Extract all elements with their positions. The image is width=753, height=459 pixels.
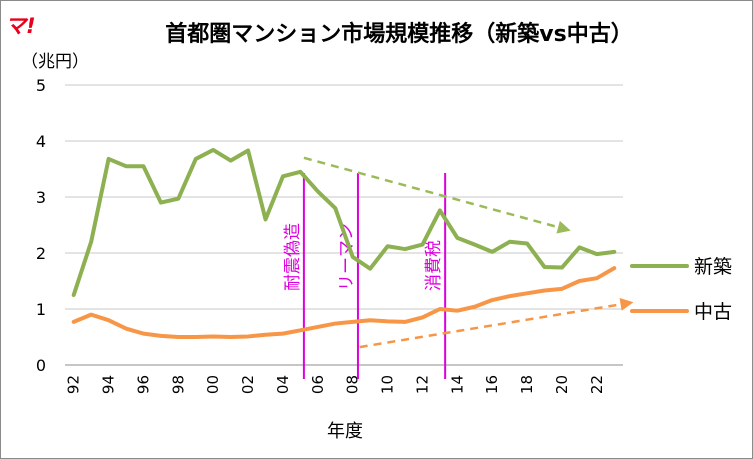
y-tick-label: 2: [36, 244, 46, 263]
trend-arrow-head: [556, 220, 571, 234]
event-label: リーマン: [337, 223, 357, 291]
x-tick-label: 94: [100, 375, 118, 394]
x-tick-label: 10: [379, 375, 397, 394]
event-label: 耐震偽造: [283, 223, 303, 291]
x-tick-label: 04: [274, 375, 292, 394]
y-tick-labels: 0 1 2 3 4 5: [36, 76, 46, 375]
y-tick-label: 1: [36, 300, 46, 319]
y-tick-label: 0: [36, 356, 46, 375]
trend-arrow-line: [303, 156, 572, 232]
x-tick-label: 08: [344, 375, 362, 394]
x-tick-label: 02: [239, 375, 257, 394]
legend-label: 中古: [694, 301, 732, 323]
series-line: [71, 266, 617, 339]
trend-arrows: [303, 156, 634, 349]
chart-title: 首都圏マンション市場規模推移（新築vs中古）: [165, 21, 632, 47]
x-tick-labels: 92 94 96 98 00 02 04 06 08 10 12 14 16 18 20 22: [65, 375, 606, 394]
x-tick-label: 18: [518, 375, 536, 394]
x-tick-label: 22: [588, 375, 606, 394]
x-tick-label: 06: [309, 375, 327, 394]
x-tick-label: 96: [134, 375, 152, 394]
x-tick-label: 16: [483, 375, 501, 394]
series-line: [71, 147, 617, 297]
legend-label: 新築: [694, 256, 732, 278]
y-tick-label: 5: [36, 76, 46, 95]
trend-arrow-line: [359, 301, 634, 349]
y-tick-label: 3: [36, 188, 46, 207]
x-tick-label: 12: [413, 375, 431, 394]
x-tick-label: 20: [553, 375, 571, 394]
trend-arrow-head: [619, 297, 634, 311]
logo-mark: マ!: [5, 14, 36, 38]
x-tick-label: 98: [169, 375, 187, 394]
event-label: 消費税: [424, 240, 444, 291]
y-tick-label: 4: [36, 132, 46, 151]
series-lines: [71, 147, 617, 339]
x-tick-label: 00: [204, 375, 222, 394]
x-tick-label: 14: [448, 375, 466, 394]
y-axis-label: （兆円）: [21, 52, 89, 72]
x-axis-label: 年度: [327, 421, 363, 442]
annotations: 耐震偽造 リーマン 消費税: [283, 173, 447, 379]
x-tick-label: 92: [65, 375, 83, 394]
